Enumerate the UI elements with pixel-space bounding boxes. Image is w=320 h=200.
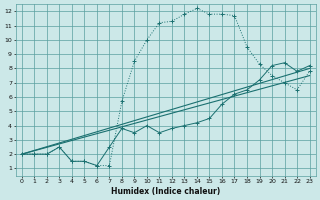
- X-axis label: Humidex (Indice chaleur): Humidex (Indice chaleur): [111, 187, 220, 196]
